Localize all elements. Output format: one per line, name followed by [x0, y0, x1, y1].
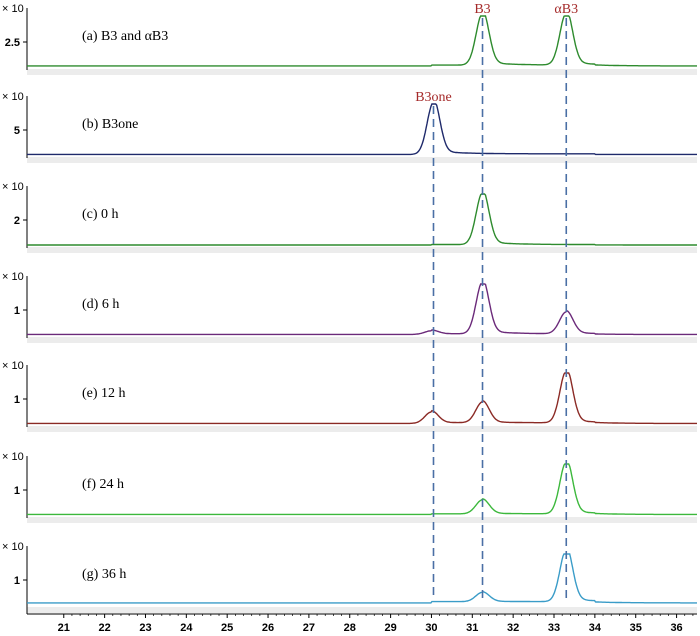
trace-line-a [27, 15, 697, 67]
panel-d: 1 × 10 (d) 6 h [2, 271, 697, 343]
panel-multiplier: × 10 [2, 451, 24, 463]
x-axis: 21 22 23 24 25 26 27 28 29 30 31 32 33 34 35 36 [26, 606, 697, 634]
panel-baseline-band [27, 426, 697, 432]
x-tick-label: 24 [180, 622, 193, 634]
panel-multiplier: × 10 [2, 360, 24, 372]
x-tick-label: 23 [139, 622, 151, 634]
trace-line-e [27, 372, 697, 425]
panel-label: (c) 0 h [82, 207, 119, 222]
panel-f: 1 × 10 (f) 24 h [2, 451, 697, 523]
panel-e: 1 × 10 (e) 12 h [2, 360, 697, 432]
peak-annotation: αB3 [554, 2, 578, 17]
panel-g: 1 × 10 (g) 36 h [2, 541, 697, 613]
panel-baseline-band [27, 517, 697, 523]
trace-line-c [27, 193, 697, 246]
x-tick-label: 21 [58, 622, 70, 634]
panel-multiplier: × 10 [2, 91, 24, 103]
x-tick-label: 28 [344, 622, 356, 634]
panel-y-tick-label: 1 [14, 575, 20, 587]
panel-label: (g) 36 h [82, 567, 126, 582]
peak-annotations-layer: B3 αB3 B3one [415, 2, 578, 105]
panel-multiplier: × 10 [2, 181, 24, 193]
panel-b: 5 × 10 (b) B3one [2, 91, 697, 163]
trace-line-b [27, 103, 697, 156]
panel-baseline-band [27, 337, 697, 343]
x-tick-label: 31 [466, 622, 478, 634]
panels-layer: 2.5 × 10 (a) B3 and αB3 5 × 10 (b) B3one 2 × 10… [2, 3, 697, 613]
x-tick-label: 25 [221, 622, 233, 634]
panel-y-tick-label: 1 [14, 394, 20, 406]
panel-baseline-band [27, 247, 697, 253]
peak-annotation: B3one [415, 90, 452, 105]
trace-line-d [27, 283, 697, 336]
x-tick-label: 26 [262, 622, 274, 634]
panel-baseline-band [27, 607, 697, 613]
x-tick-label: 35 [630, 622, 642, 634]
panel-c: 2 × 10 (c) 0 h [2, 181, 697, 253]
panel-multiplier: × 10 [2, 541, 24, 553]
trace-line-g [27, 553, 697, 604]
x-tick-label: 33 [548, 622, 560, 634]
panel-label: (b) B3one [82, 117, 138, 132]
peak-annotation: B3 [474, 2, 490, 17]
panel-a: 2.5 × 10 (a) B3 and αB3 [2, 3, 697, 75]
panel-y-tick-label: 1 [14, 305, 20, 317]
panel-multiplier: × 10 [2, 271, 24, 283]
x-tick-label: 32 [507, 622, 519, 634]
x-tick-label: 27 [303, 622, 315, 634]
x-tick-label: 22 [98, 622, 110, 634]
panel-baseline-band [27, 69, 697, 75]
panel-y-tick-label: 1 [14, 485, 20, 497]
panel-label: (d) 6 h [82, 297, 119, 312]
guide-lines-layer [432, 18, 568, 598]
panel-y-tick-label: 2 [14, 215, 20, 227]
panel-label: (a) B3 and αB3 [82, 29, 168, 44]
panel-label: (e) 12 h [82, 386, 126, 401]
trace-line-f [27, 463, 697, 516]
x-tick-label: 36 [670, 622, 682, 634]
panel-label: (f) 24 h [82, 477, 124, 492]
panel-multiplier: × 10 [2, 3, 24, 15]
x-tick-label: 29 [384, 622, 396, 634]
panel-y-tick-label: 5 [14, 125, 20, 137]
x-tick-label: 30 [425, 622, 437, 634]
panel-baseline-band [27, 157, 697, 163]
panel-y-tick-label: 2.5 [5, 37, 20, 49]
x-tick-label: 34 [589, 622, 602, 634]
